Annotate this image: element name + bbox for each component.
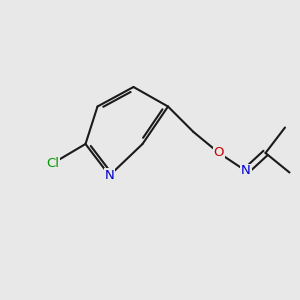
Text: Cl: Cl — [46, 157, 59, 170]
Text: O: O — [214, 146, 224, 160]
Text: N: N — [241, 164, 251, 178]
Text: N: N — [105, 169, 114, 182]
